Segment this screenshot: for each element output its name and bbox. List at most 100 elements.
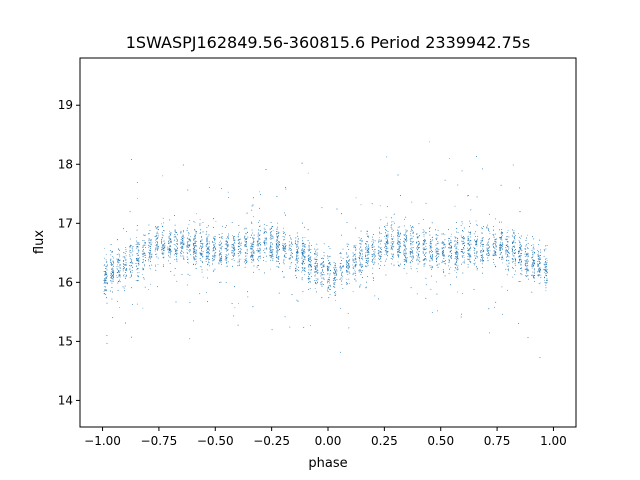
data-point: [431, 252, 432, 253]
data-point: [334, 286, 336, 288]
data-point: [132, 251, 134, 253]
data-point: [507, 229, 509, 231]
data-point: [341, 277, 343, 279]
data-point: [524, 264, 526, 265]
data-point: [411, 232, 413, 234]
data-point: [526, 260, 527, 262]
data-point: [410, 246, 412, 248]
data-point: [253, 216, 254, 218]
data-point: [390, 245, 392, 247]
data-point: [464, 259, 465, 261]
data-point: [164, 230, 166, 232]
data-point: [118, 260, 120, 262]
data-point: [412, 259, 414, 261]
data-point: [365, 252, 366, 254]
data-point: [470, 248, 471, 249]
data-point: [240, 253, 242, 255]
data-point: [487, 242, 488, 244]
data-point: [105, 286, 106, 288]
data-point: [148, 246, 150, 248]
data-point: [525, 266, 527, 267]
data-point: [508, 248, 509, 250]
data-point: [352, 291, 354, 292]
data-point: [397, 261, 399, 263]
data-point: [500, 252, 501, 254]
data-point: [227, 245, 229, 247]
data-point: [390, 241, 392, 243]
data-point: [545, 271, 547, 272]
data-point: [188, 224, 190, 225]
data-point: [105, 254, 107, 255]
data-point: [156, 239, 158, 241]
data-point: [386, 236, 388, 238]
data-point: [180, 243, 181, 245]
data-point: [474, 262, 476, 264]
data-point: [151, 241, 153, 243]
data-point: [457, 269, 459, 270]
data-point: [423, 236, 425, 238]
data-point: [199, 218, 201, 220]
data-point: [417, 257, 419, 258]
data-point: [307, 255, 309, 256]
data-point: [155, 266, 157, 267]
data-point: [175, 249, 176, 251]
data-point: [368, 260, 369, 262]
data-point: [138, 272, 140, 273]
data-point: [449, 247, 451, 249]
data-point: [444, 234, 446, 236]
data-point: [244, 243, 246, 245]
data-point: [119, 307, 120, 308]
data-point: [155, 234, 157, 236]
data-point: [488, 231, 490, 232]
data-point: [411, 236, 413, 238]
data-point: [455, 250, 457, 252]
data-point: [520, 262, 522, 264]
data-point: [283, 227, 284, 229]
data-point: [297, 247, 299, 248]
data-point: [277, 250, 279, 252]
data-point: [237, 243, 239, 245]
data-point: [534, 272, 535, 274]
data-point: [451, 233, 452, 235]
data-point: [354, 269, 356, 271]
data-point: [346, 278, 348, 280]
data-point: [164, 240, 165, 242]
data-point: [129, 254, 130, 256]
data-point: [366, 265, 368, 267]
data-point: [238, 302, 240, 304]
data-point: [177, 252, 178, 254]
data-point: [232, 258, 234, 259]
data-point: [180, 253, 182, 254]
data-point: [180, 254, 182, 256]
data-point: [314, 257, 316, 259]
data-point: [520, 237, 521, 239]
data-point: [405, 251, 407, 253]
data-point: [385, 253, 387, 255]
data-point: [544, 279, 546, 281]
data-point: [137, 272, 139, 274]
data-point: [259, 250, 260, 251]
data-point: [518, 233, 519, 234]
data-point: [486, 247, 488, 249]
data-point: [266, 241, 267, 243]
data-point: [303, 250, 304, 252]
data-point: [244, 245, 246, 247]
data-point: [416, 255, 418, 256]
data-point: [276, 246, 278, 248]
data-point: [410, 265, 412, 267]
data-point: [406, 272, 408, 274]
data-point: [132, 263, 134, 265]
data-point: [150, 240, 152, 242]
data-point: [269, 238, 271, 240]
data-point: [436, 264, 438, 266]
data-point: [526, 254, 528, 256]
data-point: [180, 256, 182, 258]
data-point: [508, 241, 509, 243]
data-point: [449, 243, 451, 245]
data-point: [162, 175, 164, 177]
data-point: [136, 237, 138, 239]
data-point: [213, 257, 215, 258]
data-point: [385, 254, 387, 255]
data-point: [316, 256, 318, 258]
